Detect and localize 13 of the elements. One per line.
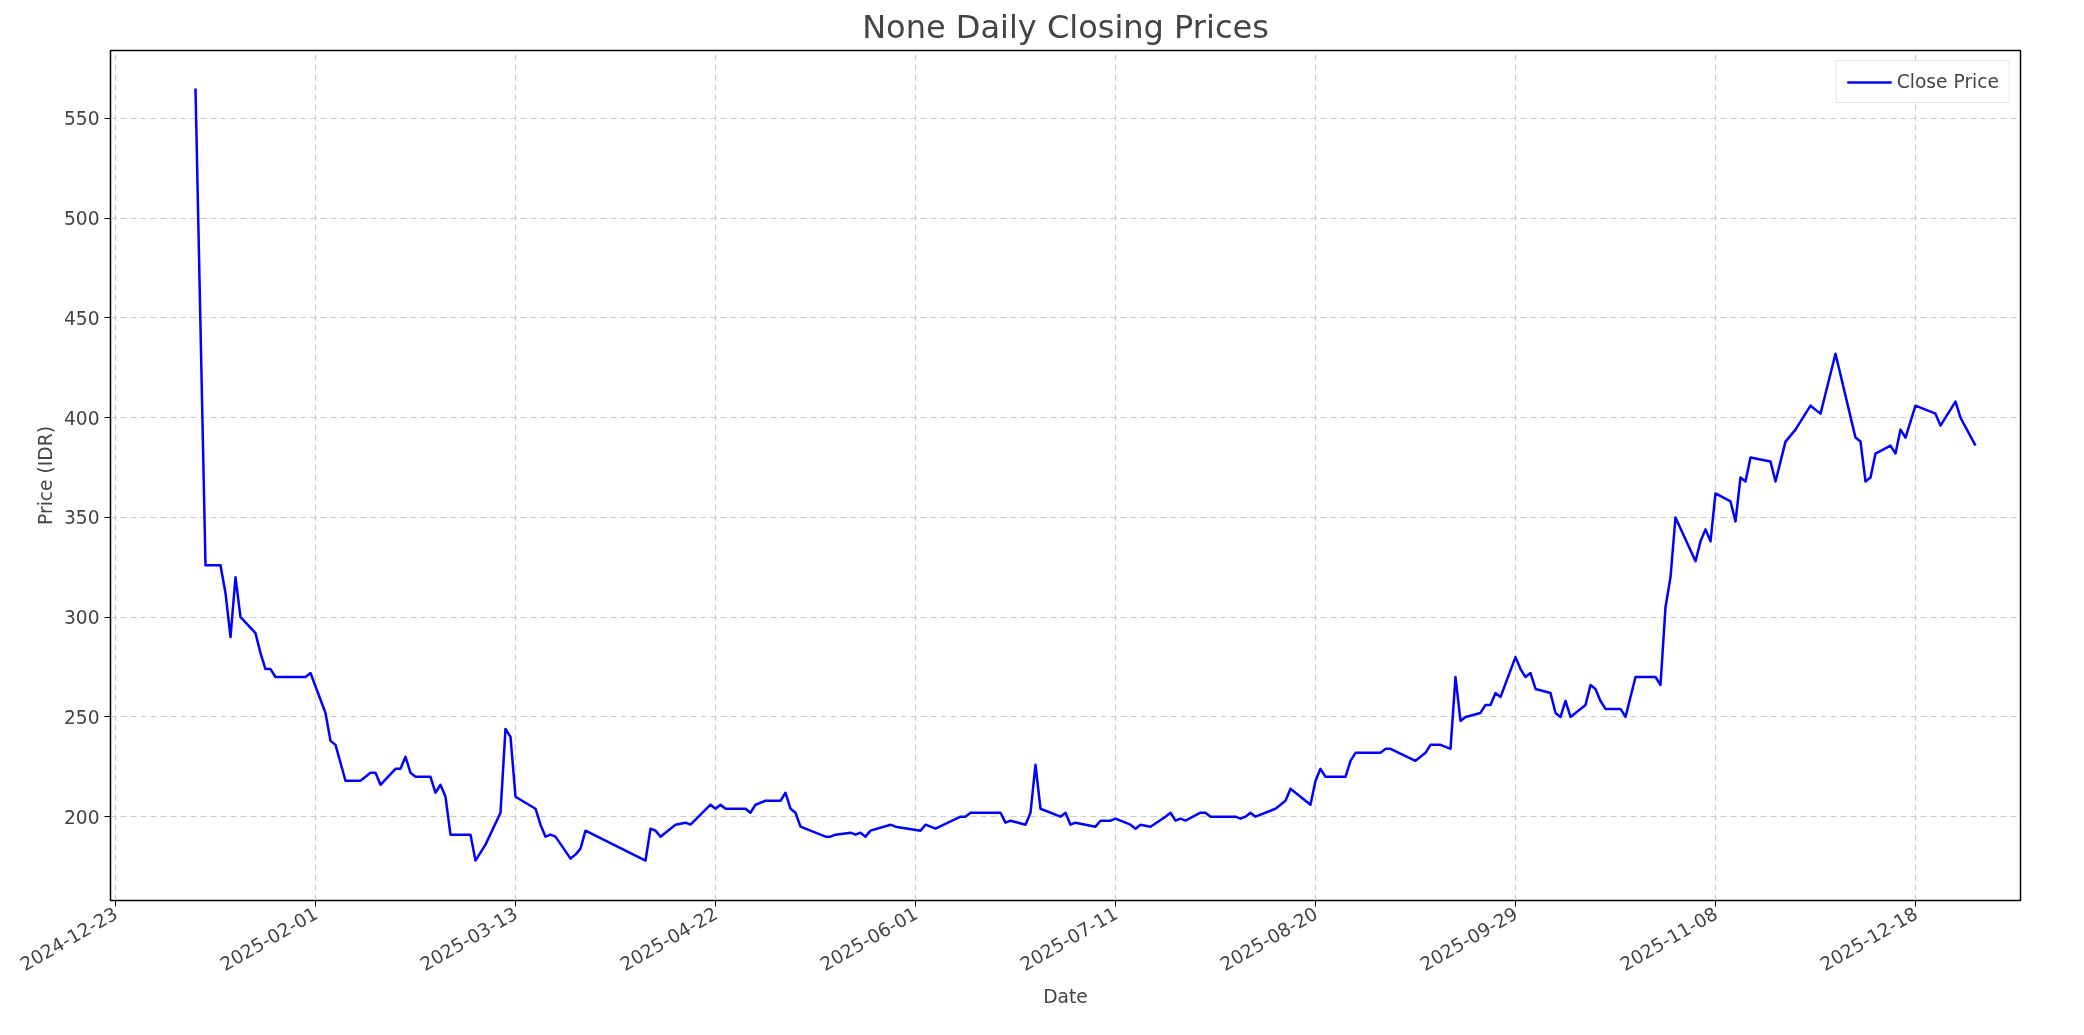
chart-title: None Daily Closing Prices	[862, 7, 1269, 46]
legend-label: Close Price	[1896, 71, 1999, 92]
y-tick-label: 200	[63, 806, 100, 828]
y-tick-label: 550	[63, 108, 100, 130]
y-tick-label: 500	[63, 208, 100, 230]
y-tick-label: 450	[63, 307, 100, 329]
y-tick-label: 350	[63, 507, 100, 529]
line-series	[194, 87, 1977, 862]
y-axis-title: Price (IDR)	[34, 426, 56, 525]
y-tick-label: 300	[63, 607, 100, 629]
y-tick-label: 250	[63, 706, 100, 728]
y-tick-label: 400	[63, 407, 100, 429]
x-axis-title: Date	[1043, 985, 1088, 1007]
